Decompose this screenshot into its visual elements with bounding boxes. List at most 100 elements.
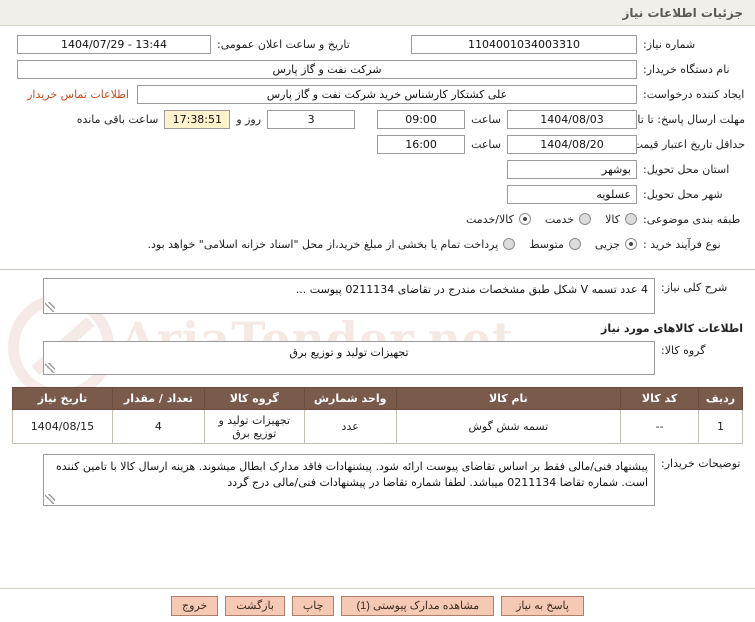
announce-datetime-value: 1404/07/29 - 13:44	[17, 34, 211, 54]
notes-text: پیشنهاد فنی/مالی فقط بر اساس تقاضای پیوس…	[55, 460, 648, 489]
view-attachments-button[interactable]: مشاهده مدارک پیوستی (1)	[341, 595, 495, 616]
process-option-label: جزیی	[594, 237, 620, 251]
form-row-validity: حداقل تاریخ اعتبار قیمت: تا تاریخ: 1404/…	[10, 134, 745, 154]
category-option-label: کالا	[605, 212, 620, 226]
goods-group-value: تجهیزات تولید و توزیع برق	[43, 341, 655, 375]
process-option-treasury-note[interactable]: پرداخت تمام یا بخشی از مبلغ خرید،از محل …	[148, 238, 516, 251]
deadline-time-value: 09:00	[377, 109, 466, 129]
category-radio-group[interactable]: کالا خدمت کالا/خدمت	[452, 213, 637, 226]
goods-group-text: تجهیزات تولید و توزیع برق	[289, 346, 409, 359]
cell-name: تسمه شش گوش	[395, 409, 622, 444]
table-row[interactable]: 1 -- تسمه شش گوش عدد تجهیزات تولید و توز…	[12, 409, 743, 444]
resize-grip-icon[interactable]	[45, 302, 55, 312]
validity-label: حداقل تاریخ اعتبار قیمت: تا تاریخ:	[590, 137, 745, 151]
requester-label: ایجاد کننده درخواست:	[643, 87, 745, 101]
col-qty: تعداد / مقدار	[111, 387, 205, 410]
print-button[interactable]: چاپ	[291, 595, 335, 616]
process-option-motavaset[interactable]: متوسط	[529, 238, 581, 251]
remaining-time-label: ساعت باقی مانده	[76, 112, 159, 126]
cell-code: --	[620, 409, 700, 444]
summary-text: 4 عدد تسمه V شکل طبق مشخصات مندرج در تقا…	[295, 283, 648, 296]
form-row-deadline: مهلت ارسال پاسخ: تا تاریخ: 1404/08/03 سا…	[10, 109, 745, 129]
process-radio-group[interactable]: جزیی متوسط پرداخت تمام یا بخشی از مبلغ خ…	[148, 238, 637, 251]
goods-table-wrap: ردیف کد کالا نام کالا واحد شمارش گروه کا…	[0, 387, 755, 444]
col-date: تاریخ نیاز	[12, 387, 113, 410]
province-value: بوشهر	[507, 159, 637, 179]
process-option-jozee[interactable]: جزیی	[595, 238, 637, 251]
summary-label: شرح کلی نیاز:	[661, 281, 728, 294]
cell-row: 1	[698, 409, 743, 444]
table-header-row: ردیف کد کالا نام کالا واحد شمارش گروه کا…	[12, 387, 743, 410]
cell-group: تجهیزات تولید و توزیع برق	[203, 409, 305, 444]
radio-icon[interactable]	[579, 213, 592, 225]
remaining-days-label: روز و	[236, 112, 262, 126]
form-row-city: شهر محل تحویل: عسلویه	[10, 184, 745, 204]
form-row-process: نوع فرآیند خرید : جزیی متوسط پرداخت تمام…	[10, 234, 745, 254]
notes-value: پیشنهاد فنی/مالی فقط بر اساس تقاضای پیوس…	[43, 454, 655, 506]
notes-label: توضیحات خریدار:	[661, 457, 741, 470]
buyer-org-label: نام دستگاه خریدار:	[643, 62, 730, 76]
form-row-need-number: شماره نیاز: 1104001034003310 تاریخ و ساع…	[10, 34, 745, 54]
exit-button[interactable]: خروج	[171, 595, 219, 616]
respond-button[interactable]: پاسخ به نیاز	[501, 595, 584, 616]
goods-group-label: گروه کالا:	[661, 344, 706, 357]
category-option-khedmat[interactable]: خدمت	[544, 212, 592, 226]
goods-section-title: اطلاعات کالاهای مورد نیاز	[601, 322, 743, 335]
back-button[interactable]: بازگشت	[225, 595, 285, 616]
footer-toolbar: پاسخ به نیاز مشاهده مدارک پیوستی (1) چاپ…	[0, 588, 755, 622]
buyer-contact-link[interactable]: اطلاعات تماس خریدار	[27, 87, 129, 101]
category-option-label: کالا/خدمت	[466, 212, 514, 226]
process-label: نوع فرآیند خرید :	[643, 237, 721, 251]
form-row-buyer-org: نام دستگاه خریدار: شرکت نفت و گاز پارس	[10, 59, 745, 79]
need-details-form: شماره نیاز: 1104001034003310 تاریخ و ساع…	[0, 26, 755, 263]
validity-time-value: 16:00	[377, 134, 466, 154]
radio-icon[interactable]	[568, 238, 581, 250]
goods-group-row: گروه کالا: تجهیزات تولید و توزیع برق	[0, 341, 755, 375]
category-option-kala[interactable]: کالا	[605, 213, 637, 226]
validity-date-value: 1404/08/20	[507, 134, 637, 154]
radio-icon[interactable]	[503, 238, 516, 250]
section-divider	[0, 269, 755, 270]
notes-row: توضیحات خریدار: پیشنهاد فنی/مالی فقط بر …	[0, 454, 755, 506]
form-row-category: طبقه بندی موضوعی: کالا خدمت کالا/خدمت	[10, 209, 745, 229]
need-number-value: 1104001034003310	[411, 34, 637, 54]
radio-icon[interactable]	[625, 213, 637, 225]
window-titlebar: جزئیات اطلاعات نیاز	[0, 0, 755, 26]
category-label: طبقه بندی موضوعی:	[643, 212, 741, 226]
form-row-requester: ایجاد کننده درخواست: علی کشتکار کارشناس …	[10, 84, 745, 104]
col-group: گروه کالا	[203, 387, 305, 410]
category-option-kala-khedmat[interactable]: کالا/خدمت	[466, 213, 531, 226]
deadline-date-value: 1404/08/03	[507, 109, 637, 129]
summary-value: 4 عدد تسمه V شکل طبق مشخصات مندرج در تقا…	[43, 278, 655, 314]
requester-value: علی کشتکار کارشناس خرید شرکت نفت و گاز پ…	[137, 84, 637, 104]
cell-qty: 4	[111, 409, 205, 444]
city-label: شهر محل تحویل:	[643, 187, 723, 201]
col-code: کد کالا	[620, 387, 700, 410]
col-unit: واحد شمارش	[303, 387, 397, 410]
col-row: ردیف	[698, 387, 743, 410]
radio-icon-selected[interactable]	[518, 213, 531, 225]
announce-datetime-label: تاریخ و ساعت اعلان عمومی:	[217, 37, 350, 51]
process-option-label: متوسط	[529, 237, 564, 251]
summary-row: شرح کلی نیاز: 4 عدد تسمه V شکل طبق مشخصا…	[0, 278, 755, 314]
resize-grip-icon[interactable]	[45, 494, 55, 504]
need-number-label: شماره نیاز:	[643, 37, 696, 51]
deadline-label: مهلت ارسال پاسخ: تا تاریخ:	[618, 112, 745, 126]
cell-unit: عدد	[303, 409, 397, 444]
resize-grip-icon[interactable]	[45, 363, 55, 373]
form-row-province: استان محل تحویل: بوشهر	[10, 159, 745, 179]
province-label: استان محل تحویل:	[643, 162, 730, 176]
buyer-org-value: شرکت نفت و گاز پارس	[17, 59, 637, 79]
radio-icon-selected[interactable]	[625, 238, 637, 250]
goods-table: ردیف کد کالا نام کالا واحد شمارش گروه کا…	[12, 387, 743, 444]
validity-time-label: ساعت	[471, 137, 501, 151]
page-title: جزئیات اطلاعات نیاز	[622, 5, 743, 20]
col-name: نام کالا	[395, 387, 622, 410]
deadline-time-label: ساعت	[471, 112, 501, 126]
city-value: عسلویه	[507, 184, 637, 204]
remaining-days-value: 3	[267, 109, 356, 129]
cell-date: 1404/08/15	[12, 409, 113, 444]
category-option-label: خدمت	[544, 212, 575, 226]
process-option-label: پرداخت تمام یا بخشی از مبلغ خرید،از محل …	[147, 237, 499, 251]
